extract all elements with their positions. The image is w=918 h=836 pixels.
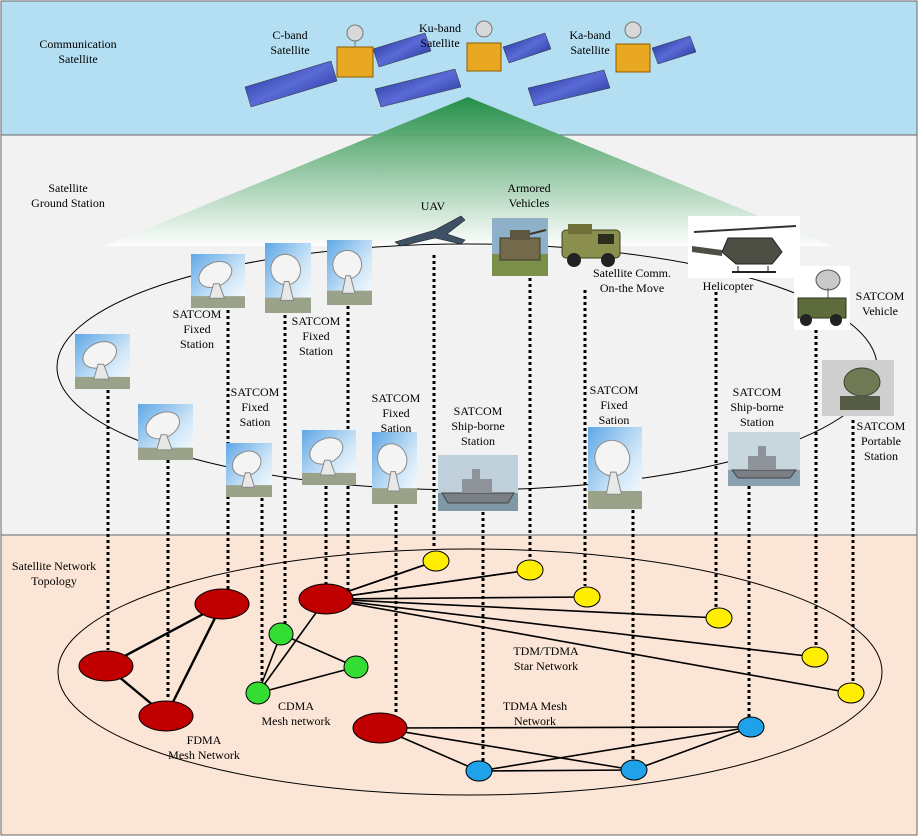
star-node [573,586,601,608]
star-node [801,646,829,668]
dish-antenna-icon [327,240,372,305]
fixed-station-label: SATCOM Fixed Station [292,314,341,358]
satellite-icon [527,21,697,107]
star-hub-node [298,583,354,615]
cdma-network-label: CDMA Mesh network [262,699,331,728]
dish-antenna-icon [265,243,311,313]
fixed-station-label: SATCOM Fixed Sation [231,385,280,429]
fixed-station-label: SATCOM Fixed Sation [372,391,421,435]
dish-antenna-icon [302,430,356,485]
space-layer-label: Communication Satellite [39,37,116,66]
dish-antenna-icon [588,427,642,509]
fdma-node [78,650,134,682]
dish-antenna-icon [75,334,130,389]
tdma-node [465,760,493,782]
fdma-network-label: FDMA Mesh Network [168,733,240,762]
helicopter-label: Helicopter [703,279,754,293]
cdma-node [245,681,271,705]
armored-vehicle-icon [492,218,548,276]
ship-icon [438,455,518,511]
c-band-satellite-label: C-band Satellite [270,28,309,57]
coverage-beam [105,97,832,246]
network-edges [105,560,852,772]
fdma-node [194,588,250,620]
comm-otm-label: Satellite Comm. On-the Move [593,266,671,295]
ka-band-satellite [527,21,697,107]
tdma-node [620,759,648,781]
fixed-station-label: SATCOM Fixed Station [173,307,222,351]
armored-vehicles-label: Armored Vehicles [507,181,550,210]
star-node [705,607,733,629]
ship-station-label: SATCOM Ship-borne Station [451,404,504,448]
ka-band-satellite-label: Ka-band Satellite [569,28,610,57]
star-node [837,682,865,704]
star-node [422,550,450,572]
network-nodes [78,550,865,782]
star-network-label: TDM/TDMA Star Network [513,644,579,673]
ship-station-label: SATCOM Ship-borne Station [730,385,783,429]
portable-terminal-icon [822,360,894,416]
dish-antenna-icon [191,254,245,308]
dish-antenna-icon [372,432,417,504]
satcom-vehicle-label: SATCOM Vehicle [856,289,905,318]
star-node [516,559,544,581]
ground-layer-label: Satellite Ground Station [31,181,105,210]
ku-band-satellite [374,20,552,108]
ku-band-satellite-label: Ku-band Satellite [419,21,461,50]
satellite-icon [244,24,432,108]
network-topology-ellipse [57,548,883,796]
tdma-node [737,716,765,738]
tdma-network-label: TDMA Mesh Network [503,699,567,728]
fdma-node [138,700,194,732]
topology-layer-label: Satellite Network Topology [12,559,96,588]
ship-icon [728,432,800,486]
helicopter-icon [688,216,800,278]
satcom-truck-icon [794,266,850,330]
cdma-node [268,622,294,646]
tdma-hub-node [352,712,408,744]
uav-icon [394,215,466,247]
dish-antenna-icon [226,443,272,497]
comm-vehicle-icon [561,224,621,267]
satellite-icon [374,20,552,108]
cdma-node [343,655,369,679]
fixed-station-label: SATCOM Fixed Sation [590,383,639,427]
dish-antenna-icon [138,404,193,460]
c-band-satellite [244,24,432,108]
topology-layer-band [0,534,918,836]
uav-label: UAV [421,199,446,213]
portable-station-label: SATCOM Portable Station [857,419,906,463]
